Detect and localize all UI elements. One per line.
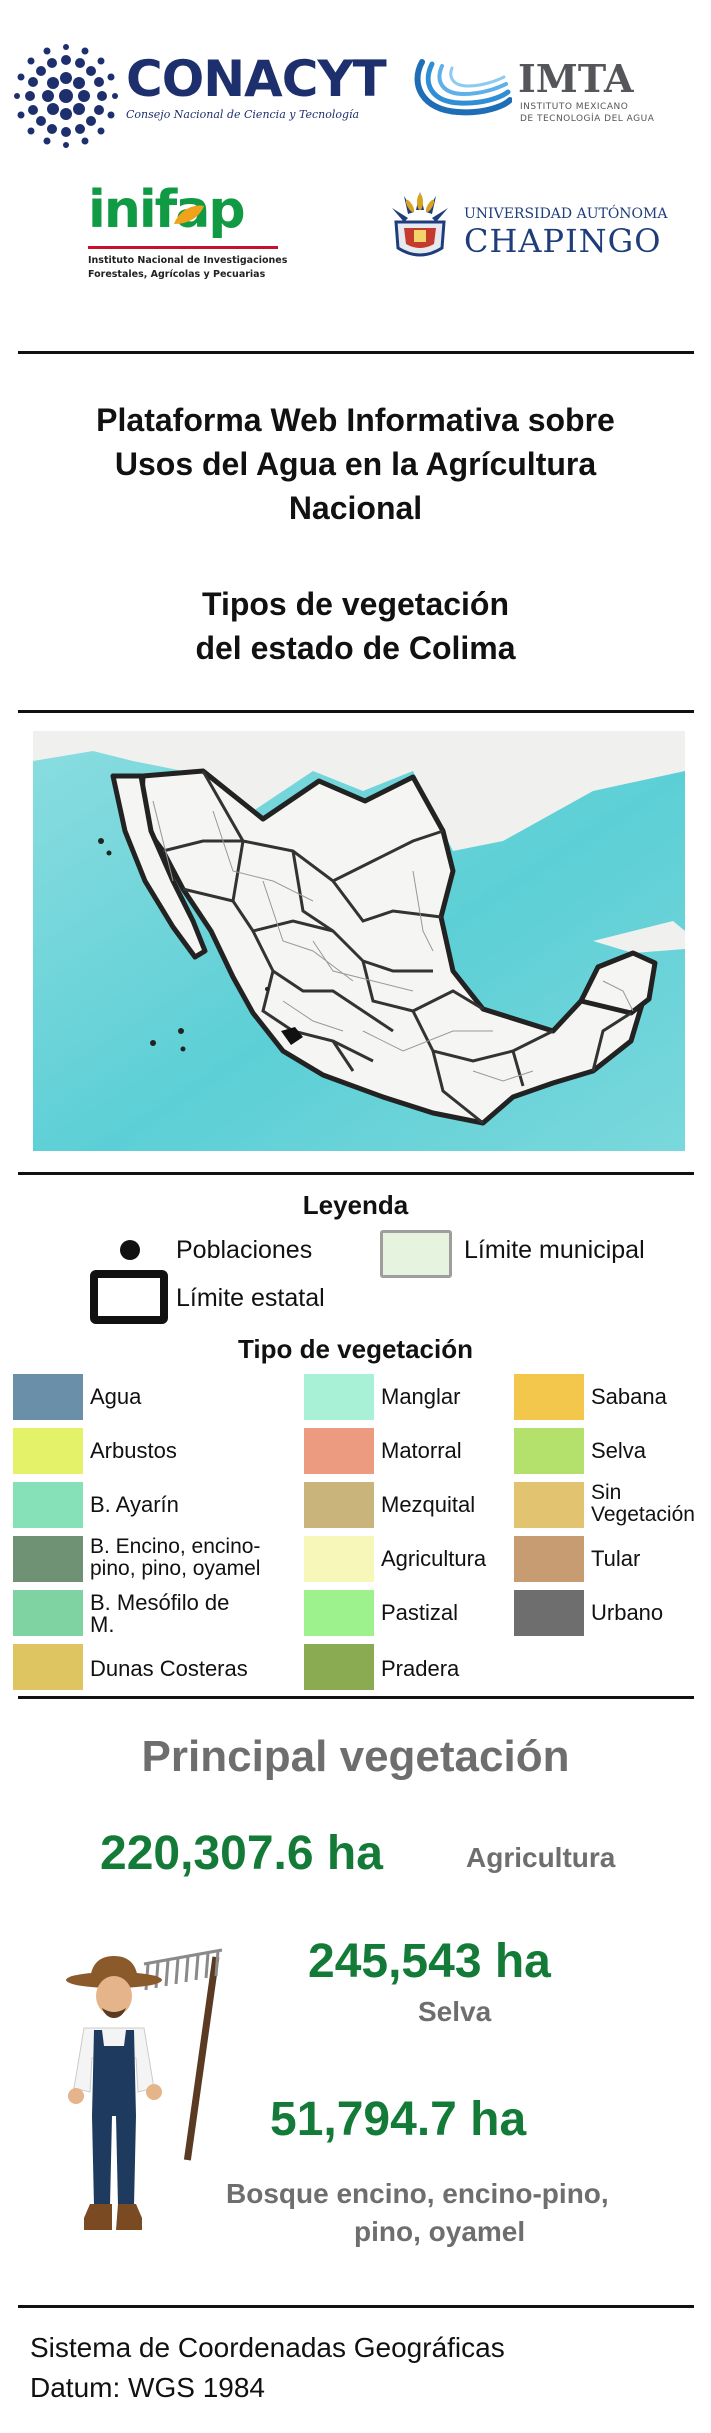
- label-arbustos: Arbustos: [90, 1438, 177, 1463]
- inifap-subtitle-line2: Forestales, Agrícolas y Pecuarias: [88, 269, 266, 280]
- poblaciones-symbol: [120, 1240, 140, 1260]
- footer-line2: Datum: WGS 1984: [30, 2372, 265, 2403]
- platform-title-line1: Plataforma Web Informativa sobre: [96, 402, 615, 438]
- footer-line1: Sistema de Coordenadas Geográficas: [30, 2332, 505, 2363]
- selva-label: Selva: [418, 1996, 492, 2027]
- swatch-sabana: [514, 1374, 584, 1420]
- label-pradera: Pradera: [381, 1656, 460, 1681]
- map-subtitle-line2: del estado de Colima: [195, 630, 516, 666]
- conacyt-subtitle: Consejo Nacional de Ciencia y Tecnología: [126, 108, 360, 121]
- label-sin-vegetacion: Sin Vegetación: [591, 1481, 695, 1526]
- label-pastizal: Pastizal: [381, 1600, 459, 1625]
- divider-bottom: [18, 2305, 694, 2308]
- label-mezquital: Mezquital: [381, 1492, 476, 1517]
- swatch-sin-vegetacion: [514, 1482, 584, 1528]
- agricultura-label: Agricultura: [466, 1842, 616, 1873]
- conacyt-logo: CONACYT Consejo Nacional de Ciencia y Te…: [14, 44, 387, 148]
- swatch-arbustos: [13, 1428, 83, 1474]
- inifap-subtitle-line1: Instituto Nacional de Investigaciones: [88, 255, 288, 266]
- divider-title: [18, 710, 694, 713]
- divider-map: [18, 1172, 694, 1175]
- limite-estatal-symbol: [90, 1270, 168, 1324]
- label-selva: Selva: [591, 1438, 647, 1463]
- imta-name: IMTA: [518, 56, 634, 101]
- limite-estatal-label: Límite estatal: [176, 1284, 325, 1312]
- label-b-mesofilo: B. Mesófilo de M.: [90, 1590, 230, 1637]
- chapingo-seal-icon: [392, 192, 448, 257]
- label-urbano: Urbano: [591, 1600, 664, 1625]
- imta-subtitle-line2: DE TECNOLOGÍA DEL AGUA: [520, 114, 655, 124]
- inifap-underline: [88, 246, 278, 249]
- platform-title: Plataforma Web Informativa sobre Usos de…: [0, 398, 711, 530]
- poblaciones-label: Poblaciones: [176, 1236, 313, 1264]
- label-matorral: Matorral: [381, 1438, 462, 1463]
- conacyt-dots-icon: [14, 44, 118, 148]
- label-b-ayarin: B. Ayarín: [90, 1492, 179, 1517]
- mexico-map-graphic: [33, 731, 685, 1151]
- inifap-name: inifap: [88, 180, 246, 240]
- swatch-tular: [514, 1536, 584, 1582]
- swatch-pradera: [304, 1644, 374, 1690]
- divider-top: [18, 351, 694, 354]
- chapingo-top-text: UNIVERSIDAD AUTÓNOMA: [464, 206, 668, 222]
- swatch-selva: [514, 1428, 584, 1474]
- platform-title-line3: Nacional: [288, 490, 423, 526]
- conacyt-name: CONACYT: [126, 50, 387, 108]
- swatch-matorral: [304, 1428, 374, 1474]
- agricultura-value: 220,307.6 ha: [100, 1827, 383, 1880]
- divider-legend: [18, 1696, 694, 1699]
- inifap-leaf-icon: [174, 205, 204, 224]
- platform-title-line2: Usos del Agua en la Agrícultura: [114, 446, 597, 482]
- swatch-b-mesofilo: [13, 1590, 83, 1636]
- limite-municipal-label: Límite municipal: [464, 1236, 645, 1264]
- swatch-manglar: [304, 1374, 374, 1420]
- chapingo-logo: UNIVERSIDAD AUTÓNOMA CHAPINGO: [384, 188, 694, 268]
- bosque-label-line2: pino, oyamel: [354, 2216, 526, 2247]
- swatch-mezquital: [304, 1482, 374, 1528]
- vegetation-title: Tipo de vegetación: [237, 1334, 473, 1364]
- principal-vegetation-heading: Principal vegetación: [141, 1732, 570, 1781]
- imta-waves-icon: [414, 59, 512, 116]
- farmer-illustration: [66, 1948, 223, 2230]
- label-tular: Tular: [591, 1546, 641, 1571]
- swatch-b-ayarin: [13, 1482, 83, 1528]
- chapingo-name: CHAPINGO: [464, 222, 662, 260]
- swatch-dunas-costeras: [13, 1644, 83, 1690]
- label-b-encino: B. Encino, encino-pino, pino, oyamel: [90, 1535, 261, 1580]
- imta-logo: IMTA INSTITUTO MEXICANO DE TECNOLOGÍA DE…: [408, 52, 698, 132]
- limite-municipal-symbol: [380, 1230, 452, 1278]
- imta-subtitle-line1: INSTITUTO MEXICANO: [520, 102, 629, 112]
- map-subtitle: Tipos de vegetación del estado de Colima: [0, 582, 711, 670]
- inifap-logo: inifap Instituto Nacional de Investigaci…: [84, 180, 304, 290]
- label-agricultura: Agricultura: [381, 1546, 487, 1571]
- vegetation-legend: Agua Arbustos B. Ayarín B. Encino, encin…: [0, 0, 711, 1690]
- swatch-urbano: [514, 1590, 584, 1636]
- mexico-map: [33, 731, 685, 1151]
- swatch-agricultura: [304, 1536, 374, 1582]
- swatch-agua: [13, 1374, 83, 1420]
- footer-coordinates: Sistema de Coordenadas Geográficas Datum…: [30, 2328, 505, 2408]
- bosque-value: 51,794.7 ha: [270, 2093, 527, 2146]
- map-subtitle-line1: Tipos de vegetación: [201, 586, 510, 622]
- label-dunas-costeras: Dunas Costeras: [90, 1656, 248, 1681]
- swatch-b-encino: [13, 1536, 83, 1582]
- legend-title: Leyenda: [302, 1190, 409, 1220]
- label-agua: Agua: [90, 1384, 142, 1409]
- selva-value: 245,543 ha: [308, 1935, 551, 1988]
- bosque-label-line1: Bosque encino, encino-pino,: [226, 2178, 609, 2209]
- label-sabana: Sabana: [591, 1384, 667, 1409]
- label-manglar: Manglar: [381, 1384, 461, 1409]
- swatch-pastizal: [304, 1590, 374, 1636]
